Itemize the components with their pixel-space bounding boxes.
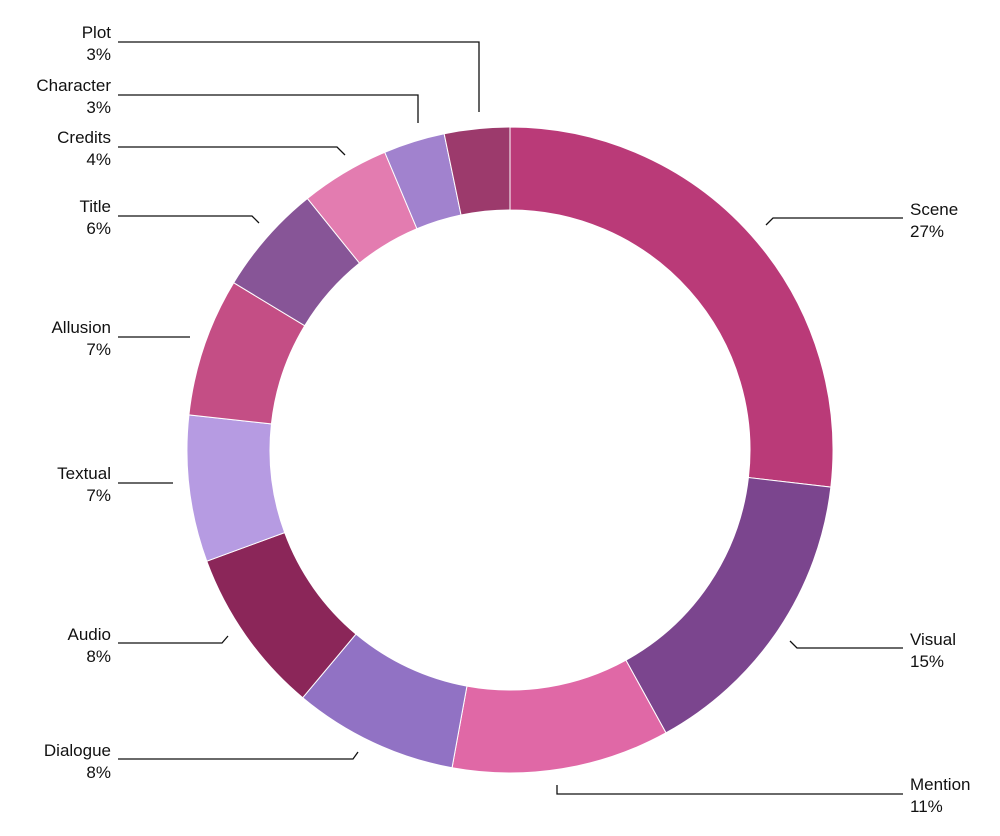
slice-percent-plot: 3% [86,45,111,64]
slice-mention [451,659,667,774]
slice-label-allusion: Allusion [51,318,111,337]
slice-group [186,126,834,774]
slice-percent-dialogue: 8% [86,763,111,782]
leader-line-audio [118,635,229,644]
leader-line-scene [765,217,903,226]
slice-percent-mention: 11% [910,797,943,816]
leader-line-character [118,94,419,123]
slice-scene [509,126,834,488]
slice-label-scene: Scene [910,200,958,219]
slice-label-audio: Audio [68,625,111,644]
slice-percent-title: 6% [86,219,111,238]
leader-line-credits [118,146,346,156]
slice-percent-scene: 27% [910,222,944,241]
slice-label-textual: Textual [57,464,111,483]
slice-percent-visual: 15% [910,652,944,671]
slice-visual [625,477,832,734]
slice-label-character: Character [36,76,111,95]
slice-percent-allusion: 7% [86,340,111,359]
slice-percent-audio: 8% [86,647,111,666]
slice-percent-textual: 7% [86,486,111,505]
leader-line-mention [556,785,903,795]
leader-line-plot [118,41,480,112]
slice-label-visual: Visual [910,630,956,649]
slice-plot [443,126,511,216]
leader-line-dialogue [118,751,359,760]
slice-label-title: Title [80,197,112,216]
slice-percent-character: 3% [86,98,111,117]
leader-line-visual [789,640,903,649]
slice-percent-credits: 4% [86,150,111,169]
slice-label-plot: Plot [82,23,112,42]
label-group: Scene 27% Visual 15% Mention 11% Dialogue 8% Aud… [36,23,970,816]
leader-line-group [118,41,903,795]
slice-label-mention: Mention [910,775,970,794]
slice-label-dialogue: Dialogue [44,741,111,760]
slice-label-credits: Credits [57,128,111,147]
leader-line-title [118,215,260,224]
